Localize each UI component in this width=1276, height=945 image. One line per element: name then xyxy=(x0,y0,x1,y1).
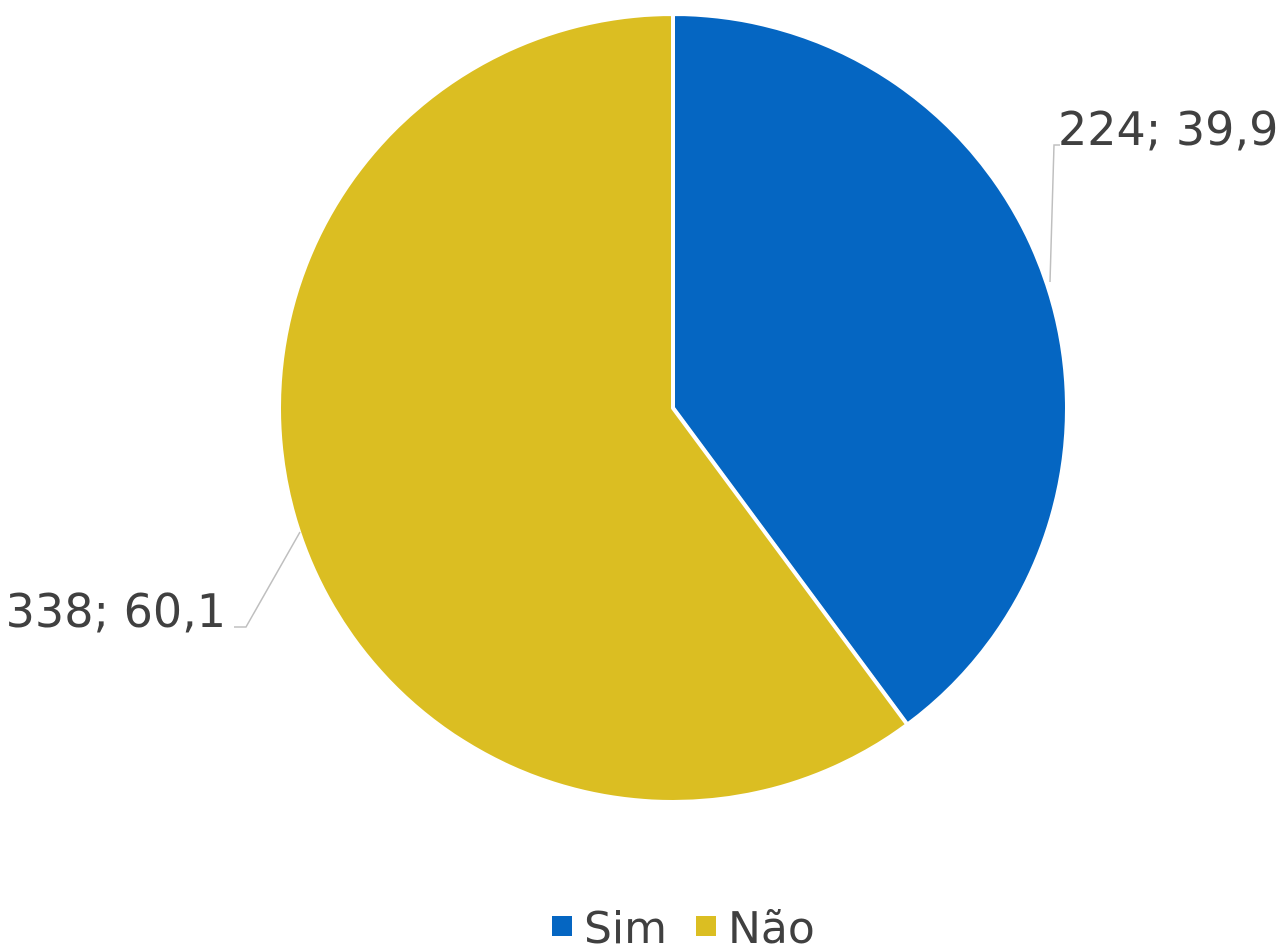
pie-slice-nao xyxy=(277,12,910,804)
data-label-nao: 338; 60,1 xyxy=(6,584,226,638)
legend: Sim Não xyxy=(552,903,815,945)
legend-label-sim: Sim xyxy=(584,903,667,945)
legend-label-nao: Não xyxy=(728,903,815,945)
legend-swatch-sim xyxy=(552,916,572,936)
data-label-sim: 224; 39,9 xyxy=(1058,102,1276,156)
leader-lines xyxy=(234,144,1060,628)
pie-slices xyxy=(277,12,1069,804)
leader-line-nao xyxy=(234,531,301,628)
pie-slice-sim xyxy=(671,12,1069,727)
leader-line-sim xyxy=(1049,144,1060,283)
legend-swatch-nao xyxy=(696,916,716,936)
